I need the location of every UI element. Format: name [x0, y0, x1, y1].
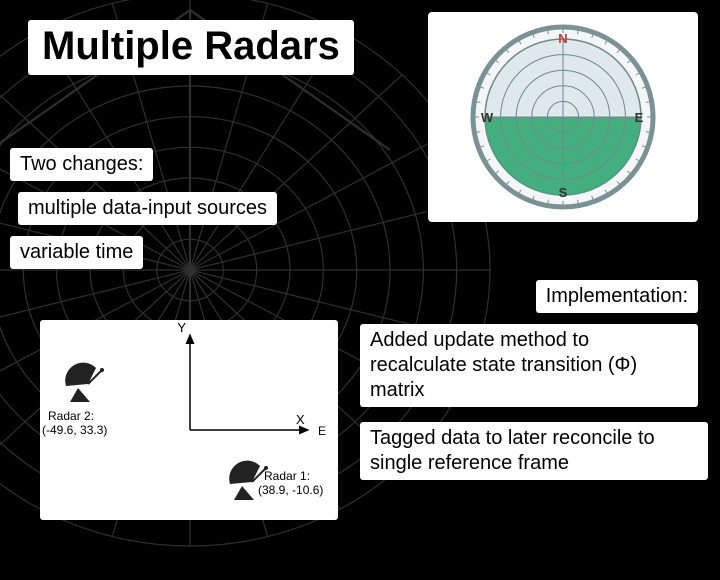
radar-positions-svg: Y XE Radar 2:(-49.6, 33.3) Radar 1:(38.9, -…: [40, 320, 338, 520]
radar-positions-diagram: Y XE Radar 2:(-49.6, 33.3) Radar 1:(38.9, -…: [40, 320, 338, 520]
svg-text:(38.9, -10.6): (38.9, -10.6): [258, 483, 323, 497]
slide-title: Multiple Radars: [28, 20, 354, 75]
svg-text:X: X: [296, 412, 305, 427]
radar-scope-svg: N S E W: [463, 17, 663, 217]
label-multiple-sources: multiple data-input sources: [18, 192, 277, 225]
svg-text:E: E: [318, 424, 326, 438]
label-variable-time: variable time: [10, 236, 143, 269]
label-implementation: Implementation:: [536, 280, 698, 313]
label-two-changes: Two changes:: [10, 148, 153, 181]
svg-text:Radar 2:: Radar 2:: [48, 409, 94, 423]
radar-scope-figure: N S E W: [428, 12, 698, 222]
label-added-update: Added update method to recalculate state…: [360, 324, 698, 407]
svg-text:S: S: [559, 185, 568, 200]
svg-text:E: E: [635, 110, 644, 125]
svg-text:Radar 1:: Radar 1:: [264, 469, 310, 483]
svg-text:Y: Y: [177, 320, 186, 335]
label-tagged-data: Tagged data to later reconcile to single…: [360, 422, 708, 480]
svg-text:W: W: [481, 110, 494, 125]
svg-text:N: N: [558, 31, 567, 46]
svg-text:(-49.6, 33.3): (-49.6, 33.3): [42, 423, 107, 437]
